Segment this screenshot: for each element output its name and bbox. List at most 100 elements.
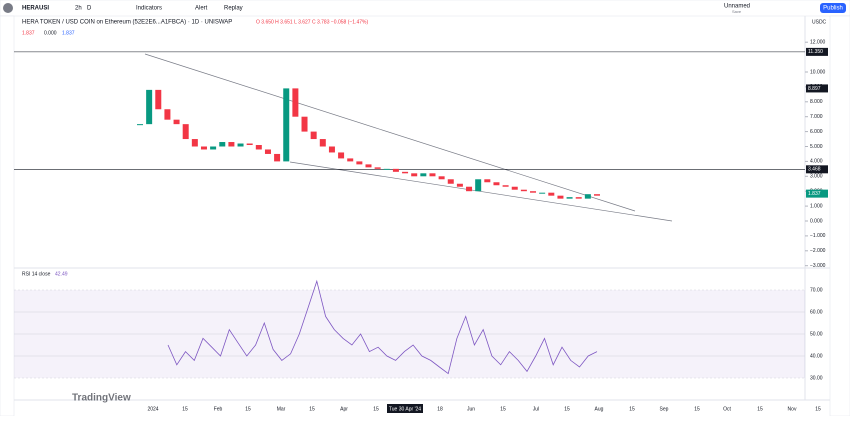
candle: [237, 143, 244, 147]
trendline-upper[interactable]: [144, 53, 636, 212]
price-marker-label: 3.468: [808, 167, 821, 173]
candle: [575, 197, 582, 199]
legend-title: HERA TOKEN / USD COIN on Ethereum (52E2E…: [22, 20, 232, 26]
price-tick-label: 3.000: [810, 174, 823, 180]
time-label: 2024: [147, 406, 158, 412]
legend-ohlc: O 3.650 H 3.651 L 3.627 C 3.783 −0.058 (…: [256, 19, 368, 25]
bid[interactable]: 1.837: [22, 30, 35, 36]
time-label: Mar: [277, 406, 286, 412]
rsi-tick-label: 50.00: [810, 331, 823, 337]
time-label: Nov: [788, 406, 797, 412]
price-marker-label: 1.837: [808, 191, 821, 197]
candle: [484, 179, 491, 183]
layout-name[interactable]: Unnamed: [724, 4, 750, 10]
price-tick-label: 0.000: [810, 218, 823, 224]
alert-button[interactable]: Alert: [195, 6, 208, 12]
rsi-line: [167, 279, 598, 375]
time-label: 15: [564, 406, 570, 412]
price-tick-label: −2.000: [810, 248, 826, 254]
price-tick-label: −1.000: [810, 233, 826, 239]
candle: [374, 167, 381, 169]
ask[interactable]: 1.837: [62, 30, 75, 36]
candle: [520, 189, 527, 192]
time-label: Sep: [660, 406, 669, 412]
time-label: Oct: [723, 406, 731, 412]
price-tick-label: 8.000: [810, 99, 823, 105]
candle: [456, 183, 463, 187]
symbol[interactable]: HERAUSI: [22, 6, 49, 12]
candle: [493, 182, 500, 186]
candle: [292, 88, 299, 117]
price-tick-label: 5.000: [810, 144, 823, 150]
candle: [210, 146, 217, 150]
candle: [347, 158, 354, 162]
time-label: 15: [245, 406, 251, 412]
price-tick-label: −3.000: [810, 263, 826, 269]
price-tick-label: 4.000: [810, 159, 823, 165]
time-label: 15: [815, 406, 821, 412]
price-marker-label: 11.350: [808, 49, 823, 55]
time-label: 15: [757, 406, 763, 412]
candle: [402, 171, 409, 174]
chart-style[interactable]: D: [87, 6, 92, 12]
price-tick-label: 12.000: [810, 40, 826, 46]
price-tick-label: 10.000: [810, 69, 826, 75]
candle: [594, 194, 600, 196]
candle: [274, 153, 281, 162]
spread: 0.000: [44, 30, 57, 36]
time-label: Feb: [214, 406, 223, 412]
price-marker: [806, 165, 828, 174]
candle: [566, 197, 573, 199]
trendline-lower[interactable]: [289, 161, 673, 222]
time-label: 15: [309, 406, 315, 412]
candle: [255, 145, 262, 150]
candle: [219, 142, 226, 147]
avatar[interactable]: [3, 3, 13, 13]
candle: [164, 109, 171, 120]
price-marker: [806, 189, 828, 198]
candle: [338, 152, 345, 159]
candle: [228, 142, 235, 147]
top-toolbar: [0, 0, 850, 17]
candle: [137, 124, 143, 126]
interval[interactable]: 2h: [75, 6, 82, 12]
replay-button[interactable]: Replay: [224, 6, 243, 12]
candle: [328, 146, 335, 153]
rsi-tick-label: 30.00: [810, 375, 823, 381]
publish-label[interactable]: Publish: [823, 6, 843, 12]
candle: [173, 119, 180, 125]
candle: [283, 88, 290, 162]
watermark: TradingView: [72, 393, 131, 404]
publish-button[interactable]: [820, 3, 846, 13]
price-marker: [806, 84, 828, 93]
candle: [310, 131, 317, 140]
rsi-tick-label: 60.00: [810, 309, 823, 315]
candle: [466, 186, 473, 192]
time-label: Jun: [467, 406, 475, 412]
drawing-toolbar: [0, 15, 15, 417]
candle: [475, 179, 482, 192]
candle: [420, 173, 427, 177]
candle: [548, 192, 555, 196]
price-marker: [806, 47, 828, 56]
candle: [539, 192, 546, 194]
candle: [246, 143, 253, 146]
indicators-button[interactable]: Indicators: [136, 6, 162, 12]
candle: [447, 179, 454, 184]
price-tick-label: 1.000: [810, 203, 823, 209]
candle: [392, 168, 399, 172]
price-tick-label: 6.000: [810, 129, 823, 135]
candle: [429, 173, 436, 177]
currency[interactable]: USDC: [812, 19, 827, 25]
time-label: Jul: [533, 406, 539, 412]
candle: [200, 146, 207, 150]
candle: [511, 186, 518, 190]
crosshair-date-box: [387, 404, 423, 413]
price-marker-label: 8.897: [808, 86, 821, 92]
candle: [356, 161, 363, 165]
time-label: 15: [182, 406, 188, 412]
candle: [182, 124, 189, 140]
time-label: 15: [694, 406, 700, 412]
